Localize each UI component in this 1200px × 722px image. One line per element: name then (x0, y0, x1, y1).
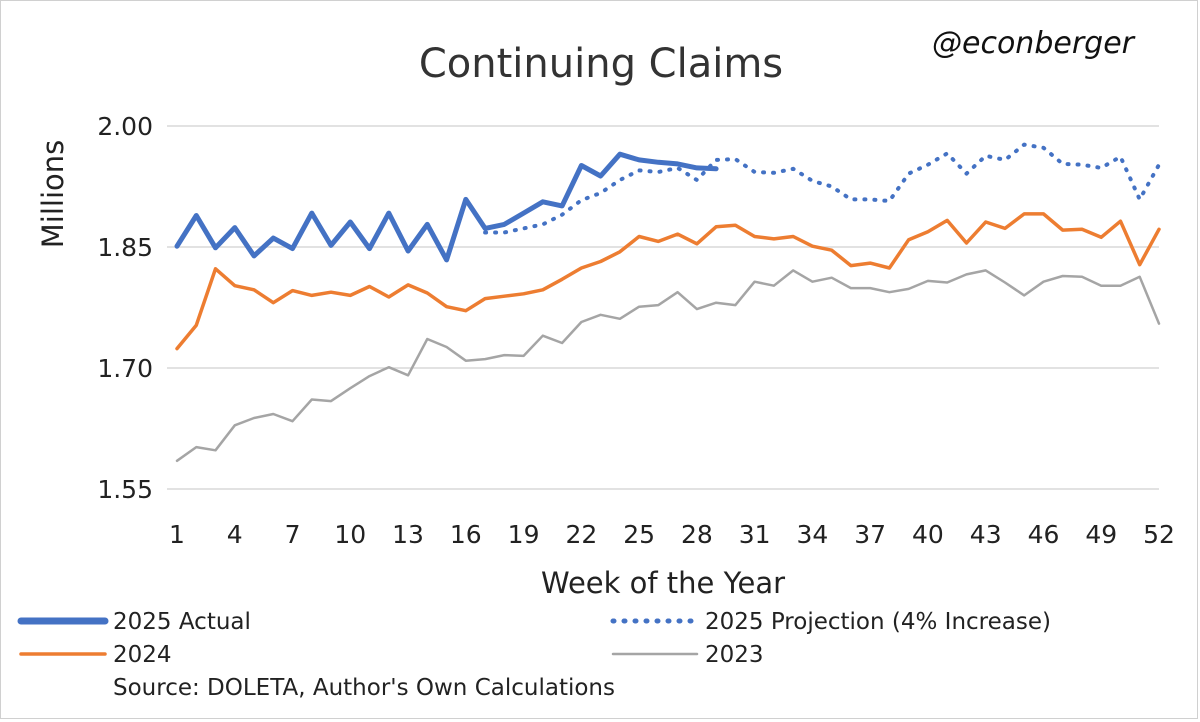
x-tick-label: 31 (739, 520, 771, 549)
y-tick-label: 1.70 (97, 354, 153, 383)
legend-label-2023: 2023 (705, 642, 764, 668)
x-tick-label: 13 (392, 520, 424, 549)
x-tick-label: 22 (565, 520, 597, 549)
series-2023-line (175, 269, 1161, 463)
x-tick-label: 52 (1143, 520, 1175, 549)
series-2025-projection-line (483, 142, 1161, 235)
y-tick-label: 1.55 (97, 475, 153, 504)
series-2024-line (175, 212, 1161, 351)
x-tick-label: 19 (508, 520, 540, 549)
x-tick-label: 40 (912, 520, 944, 549)
y-axis-ticks: 2.00 1.85 1.70 1.55 (97, 112, 153, 504)
x-tick-label: 25 (623, 520, 655, 549)
x-tick-label: 4 (227, 520, 243, 549)
x-tick-label: 34 (797, 520, 829, 549)
x-axis-ticks: 1 4 7 10 13 16 19 22 25 28 31 34 37 40 43 46 49 52 (169, 520, 1175, 549)
y-tick-label: 2.00 (97, 112, 153, 141)
x-tick-label: 7 (285, 520, 301, 549)
x-tick-label: 43 (970, 520, 1002, 549)
x-tick-label: 10 (334, 520, 366, 549)
chart-title: Continuing Claims (419, 41, 783, 87)
series-2025-actual-line (174, 151, 719, 263)
gridlines (167, 125, 1159, 490)
x-tick-label: 46 (1028, 520, 1060, 549)
y-axis-label: Millions (36, 140, 70, 248)
x-tick-label: 28 (681, 520, 713, 549)
legend-label-2024: 2024 (113, 642, 172, 668)
legend: 2025 Actual 2025 Projection (4% Increase… (17, 609, 1051, 668)
x-tick-label: 1 (169, 520, 185, 549)
x-tick-label: 16 (450, 520, 482, 549)
x-axis-label: Week of the Year (541, 566, 785, 600)
y-tick-label: 1.85 (97, 233, 153, 262)
legend-label-2025-projection: 2025 Projection (4% Increase) (705, 609, 1051, 635)
source-note: Source: DOLETA, Author's Own Calculation… (113, 675, 615, 701)
x-tick-label: 49 (1085, 520, 1117, 549)
x-tick-label: 37 (854, 520, 886, 549)
legend-label-2025-actual: 2025 Actual (113, 609, 251, 635)
series-lines (174, 142, 1161, 463)
author-handle: @econberger (932, 26, 1136, 61)
